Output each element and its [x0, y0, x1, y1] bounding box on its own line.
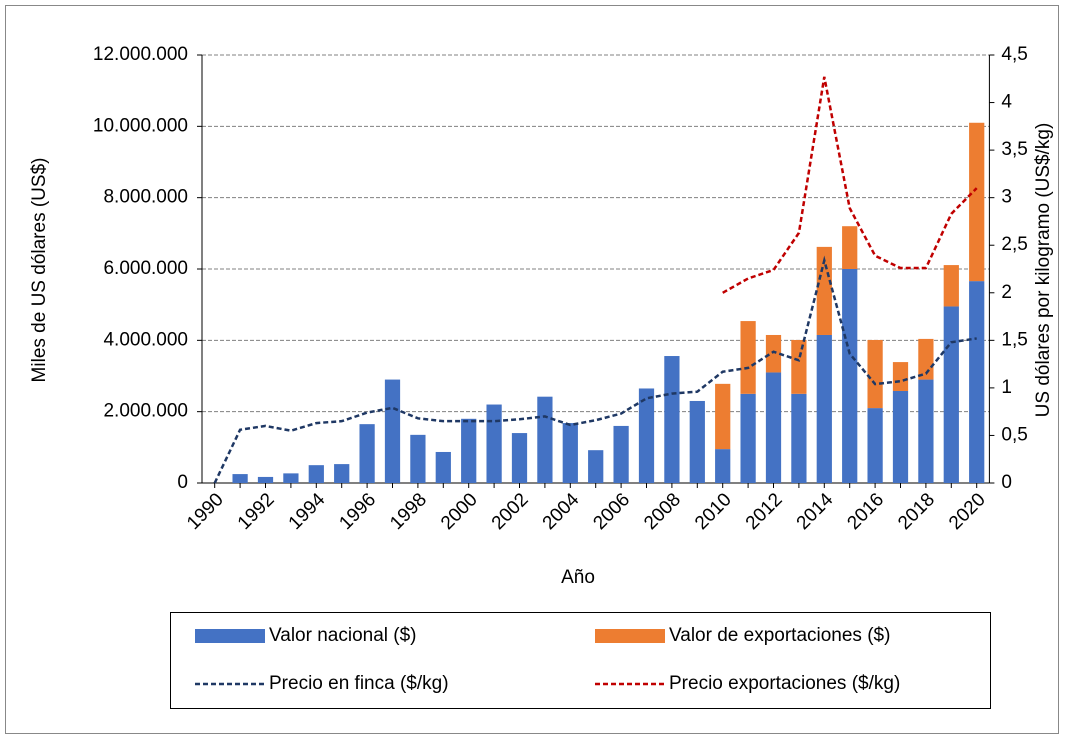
y2-tick-label: 4: [1001, 92, 1012, 113]
bar: [969, 281, 985, 483]
y2-tick-label: 1: [1001, 377, 1012, 398]
bar: [486, 404, 502, 483]
bar: [867, 408, 883, 483]
bar: [892, 390, 909, 483]
bar: [613, 425, 629, 483]
bar: [638, 388, 655, 483]
bar: [842, 226, 858, 269]
bar: [664, 356, 680, 483]
bar: [816, 246, 832, 335]
bar: [765, 372, 782, 483]
bar: [715, 449, 731, 483]
bar: [308, 465, 324, 483]
legend-label: Precio exportaciones ($/kg): [669, 673, 900, 694]
line: [722, 76, 978, 294]
y2-tick-label: 2,5: [1001, 234, 1027, 255]
bar: [918, 338, 934, 380]
bar: [943, 306, 959, 483]
y-tick-label: 2.000.000: [103, 401, 188, 422]
y-tick-label: 0: [177, 472, 188, 493]
legend-label: Valor nacional ($): [269, 625, 417, 646]
bar: [892, 362, 909, 391]
bar: [334, 464, 350, 483]
bar: [232, 474, 248, 483]
bar: [359, 424, 375, 483]
legend-swatch: [595, 629, 665, 643]
x-axis-title: Año: [561, 567, 595, 588]
bar: [791, 339, 807, 394]
bar: [715, 383, 731, 450]
bar: [740, 321, 756, 394]
y-tick-label: 6.000.000: [103, 258, 188, 279]
y2-tick-label: 3,5: [1001, 139, 1027, 160]
bar: [511, 433, 528, 483]
bar: [765, 334, 782, 373]
bar: [842, 269, 858, 483]
bar: [384, 379, 401, 483]
legend: [170, 612, 991, 709]
bar: [918, 379, 934, 483]
bar: [257, 476, 274, 483]
bar: [562, 423, 578, 483]
bar: [537, 396, 553, 483]
y2-tick-label: 0,5: [1001, 424, 1027, 445]
y2-tick-label: 1,5: [1001, 329, 1027, 350]
y2-tick-label: 4,5: [1001, 44, 1027, 65]
bar: [816, 334, 832, 483]
legend-label: Valor de exportaciones ($): [669, 625, 890, 646]
bar: [283, 473, 299, 483]
y-tick-label: 12.000.000: [93, 44, 188, 65]
bar: [689, 400, 705, 483]
y2-tick-label: 0: [1001, 472, 1012, 493]
y2-tick-label: 3: [1001, 187, 1012, 208]
bar: [969, 122, 985, 282]
bar: [791, 393, 807, 483]
bar: [740, 393, 756, 483]
bar: [435, 451, 451, 483]
bar: [410, 434, 426, 483]
y-tick-label: 4.000.000: [103, 329, 188, 350]
y-tick-label: 8.000.000: [103, 187, 188, 208]
y2-axis-title: US dólares por kilogramo (US$/kg): [1033, 123, 1054, 418]
bar: [588, 450, 604, 483]
y-tick-label: 10.000.000: [93, 115, 188, 136]
bar: [867, 339, 883, 409]
bar: [943, 265, 959, 307]
legend-label: Precio en finca ($/kg): [269, 673, 449, 694]
y-axis-title: Miles de US dólares (US$): [29, 158, 50, 383]
y2-tick-label: 2: [1001, 282, 1012, 303]
legend-swatch: [195, 629, 265, 643]
bar: [461, 418, 477, 483]
line: [213, 255, 977, 484]
